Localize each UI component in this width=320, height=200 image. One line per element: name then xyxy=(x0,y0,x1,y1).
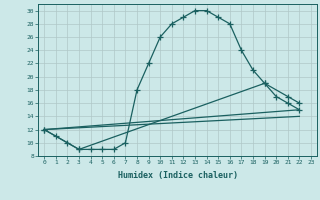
X-axis label: Humidex (Indice chaleur): Humidex (Indice chaleur) xyxy=(118,171,238,180)
